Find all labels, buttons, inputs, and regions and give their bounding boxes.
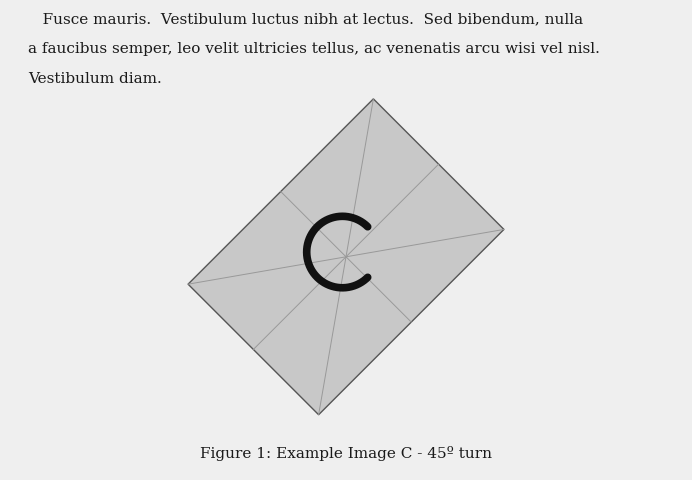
Text: a faucibus semper, leo velit ultricies tellus, ac venenatis arcu wisi vel nisl.: a faucibus semper, leo velit ultricies t… — [28, 42, 599, 56]
Polygon shape — [188, 99, 504, 415]
Text: Vestibulum diam.: Vestibulum diam. — [28, 72, 161, 85]
Text: Figure 1: Example Image C - 45º turn: Figure 1: Example Image C - 45º turn — [200, 446, 492, 461]
Text: Fusce mauris.  Vestibulum luctus nibh at lectus.  Sed bibendum, nulla: Fusce mauris. Vestibulum luctus nibh at … — [28, 12, 583, 26]
